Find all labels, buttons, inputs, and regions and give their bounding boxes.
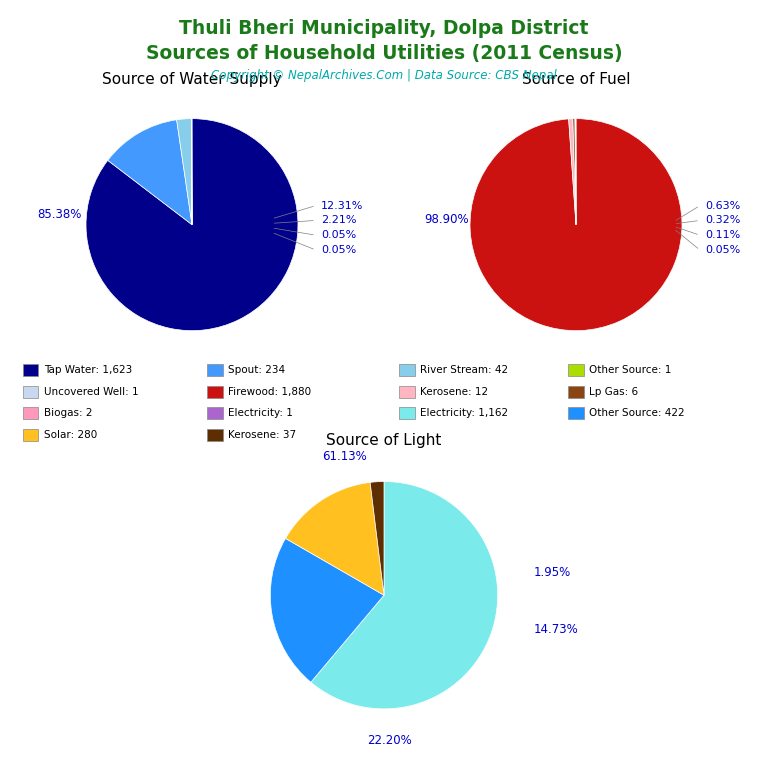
Text: 98.90%: 98.90% <box>425 213 469 226</box>
Wedge shape <box>270 538 384 682</box>
Title: Source of Water Supply: Source of Water Supply <box>102 72 282 87</box>
Title: Source of Light: Source of Light <box>326 433 442 448</box>
Wedge shape <box>370 482 384 595</box>
Text: Electricity: 1: Electricity: 1 <box>228 408 293 419</box>
Text: Thuli Bheri Municipality, Dolpa District: Thuli Bheri Municipality, Dolpa District <box>179 19 589 38</box>
Text: River Stream: 42: River Stream: 42 <box>420 365 508 376</box>
Text: 0.05%: 0.05% <box>705 245 740 255</box>
Text: 0.11%: 0.11% <box>705 230 740 240</box>
Text: 61.13%: 61.13% <box>322 450 366 463</box>
Text: Other Source: 1: Other Source: 1 <box>589 365 671 376</box>
Text: Biogas: 2: Biogas: 2 <box>44 408 92 419</box>
Text: 2.21%: 2.21% <box>321 215 357 225</box>
Text: Lp Gas: 6: Lp Gas: 6 <box>589 386 638 397</box>
Text: 0.63%: 0.63% <box>705 200 740 210</box>
Wedge shape <box>108 120 192 224</box>
Wedge shape <box>573 119 576 224</box>
Text: Other Source: 422: Other Source: 422 <box>589 408 685 419</box>
Text: Copyright © NepalArchives.Com | Data Source: CBS Nepal: Copyright © NepalArchives.Com | Data Sou… <box>211 69 557 82</box>
Text: 0.05%: 0.05% <box>321 245 356 255</box>
Text: Tap Water: 1,623: Tap Water: 1,623 <box>44 365 132 376</box>
Wedge shape <box>86 118 298 330</box>
Text: 14.73%: 14.73% <box>534 623 579 636</box>
Wedge shape <box>311 482 498 709</box>
Text: Uncovered Well: 1: Uncovered Well: 1 <box>44 386 138 397</box>
Text: 12.31%: 12.31% <box>321 200 364 210</box>
Wedge shape <box>470 118 682 331</box>
Wedge shape <box>286 482 384 595</box>
Text: 85.38%: 85.38% <box>38 207 81 220</box>
Wedge shape <box>177 119 192 224</box>
Title: Source of Fuel: Source of Fuel <box>521 72 631 87</box>
Text: 22.20%: 22.20% <box>367 734 412 747</box>
Text: 1.95%: 1.95% <box>534 566 571 579</box>
Text: Sources of Household Utilities (2011 Census): Sources of Household Utilities (2011 Cen… <box>146 44 622 63</box>
Text: Firewood: 1,880: Firewood: 1,880 <box>228 386 311 397</box>
Text: 0.05%: 0.05% <box>321 230 356 240</box>
Wedge shape <box>575 119 576 224</box>
Text: Spout: 234: Spout: 234 <box>228 365 285 376</box>
Text: Solar: 280: Solar: 280 <box>44 429 97 440</box>
Text: 0.32%: 0.32% <box>705 215 740 225</box>
Text: Electricity: 1,162: Electricity: 1,162 <box>420 408 508 419</box>
Text: Kerosene: 37: Kerosene: 37 <box>228 429 296 440</box>
Text: Kerosene: 12: Kerosene: 12 <box>420 386 488 397</box>
Wedge shape <box>568 119 576 224</box>
